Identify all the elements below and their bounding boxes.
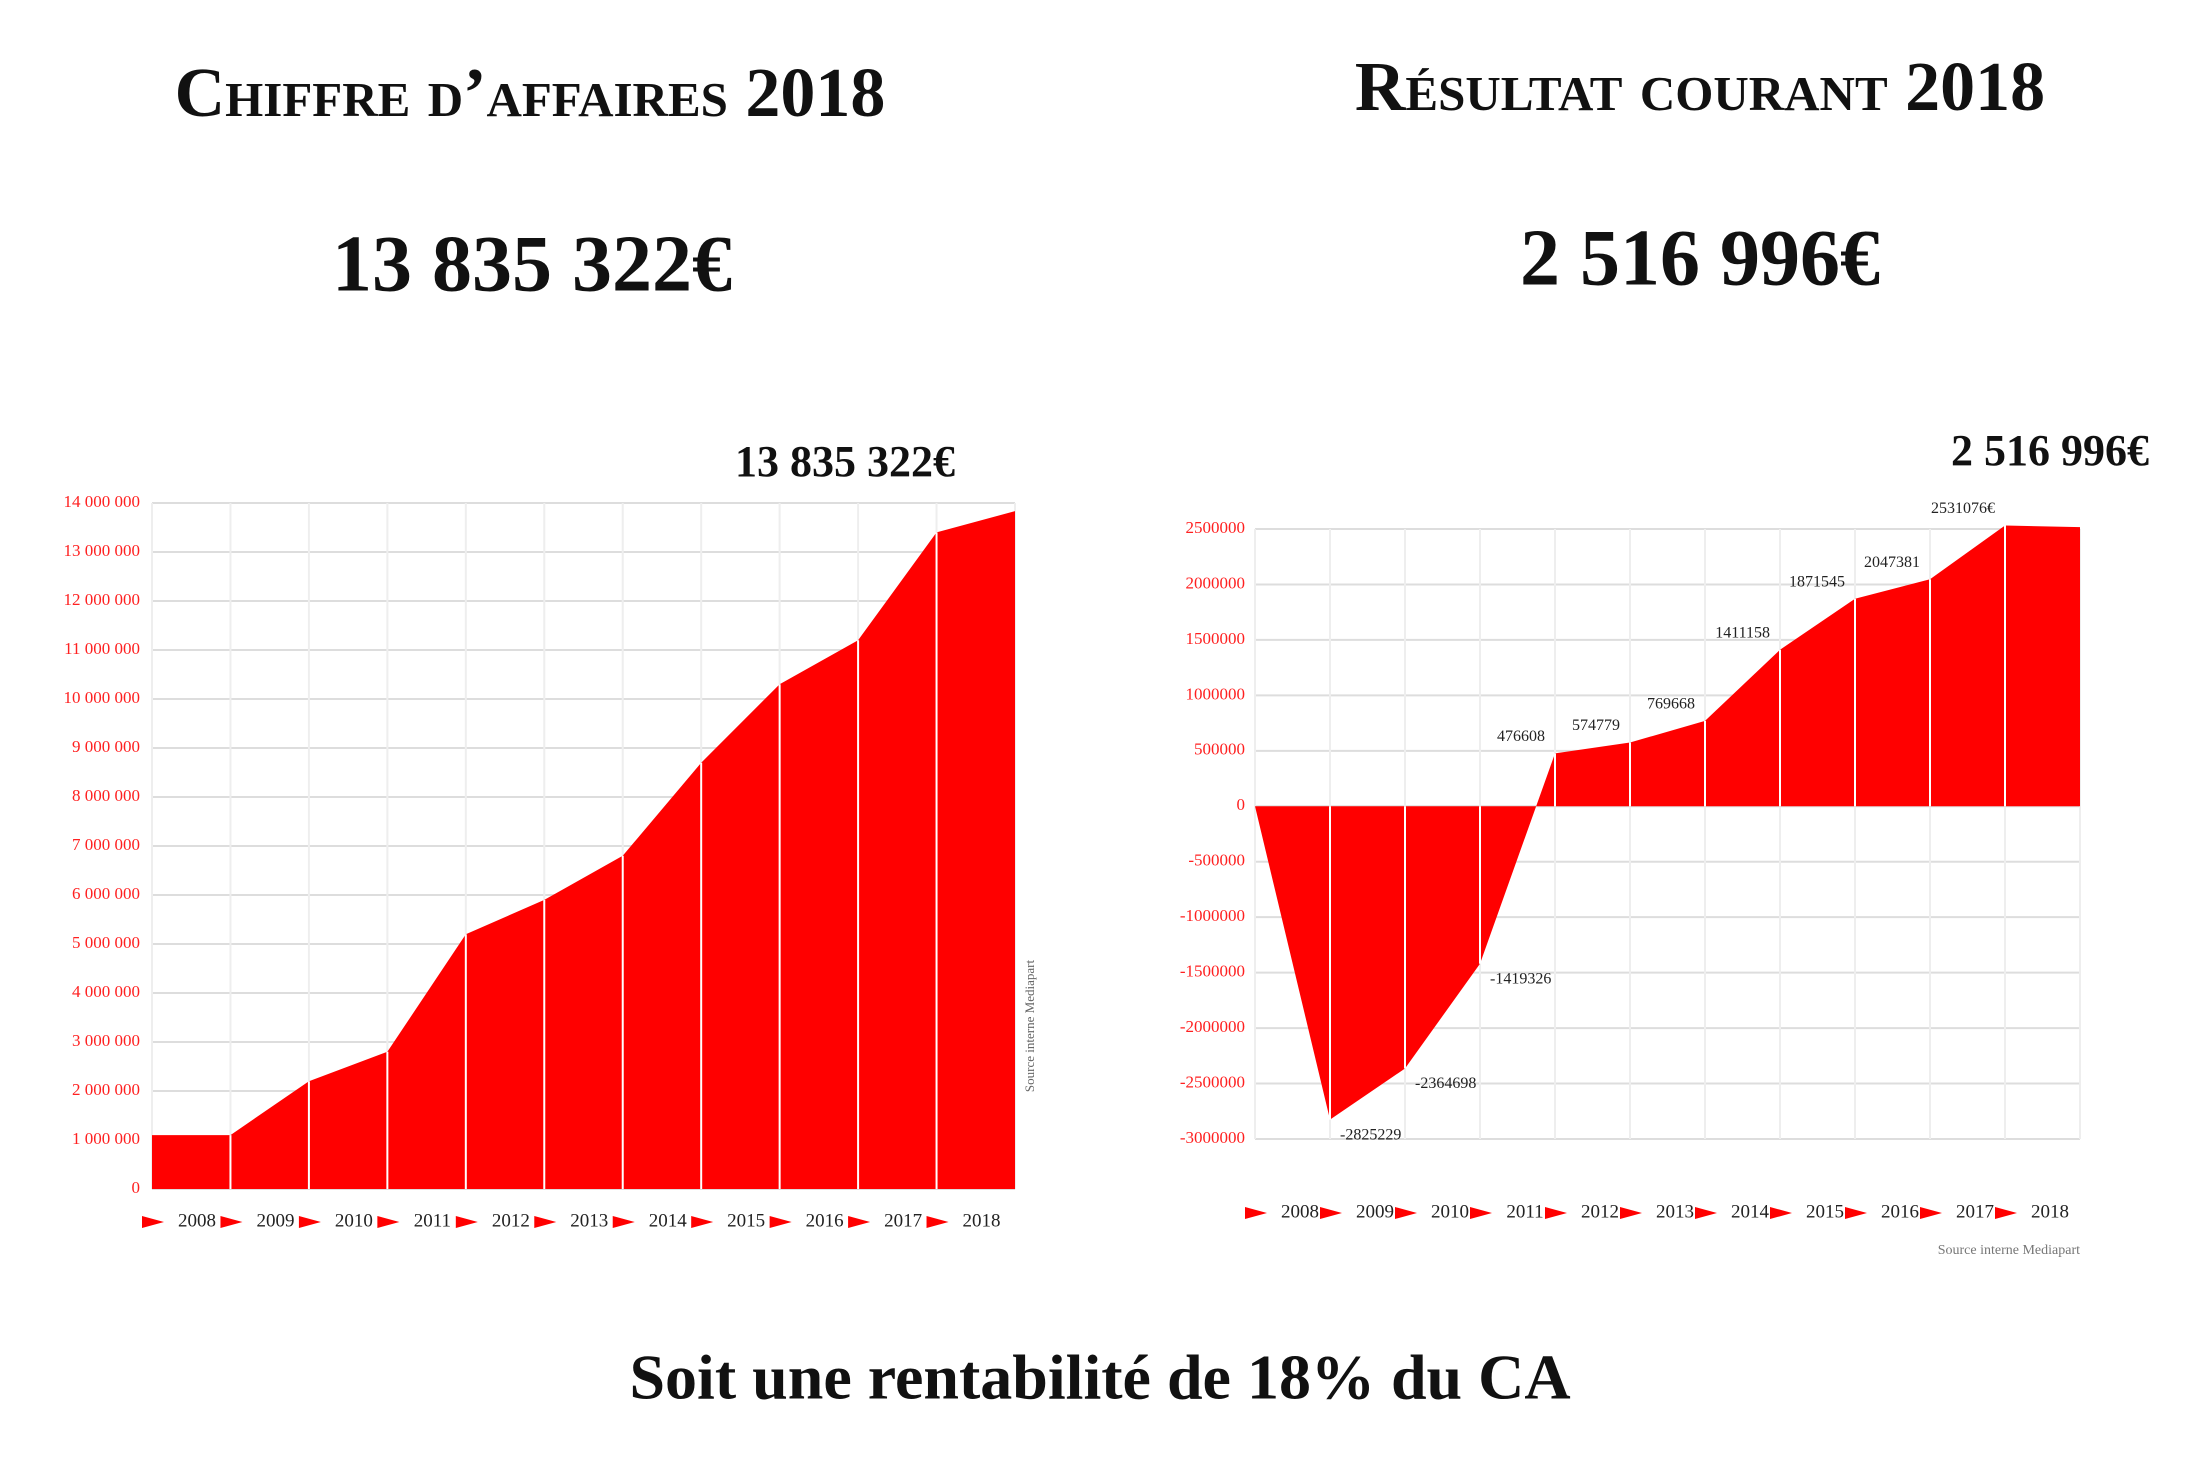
x-tick-label: 2018 [963, 1210, 1001, 1231]
x-tick-label: 2015 [727, 1210, 765, 1231]
y-tick-label: 6 000 000 [72, 884, 140, 903]
panel-title: Résultat courant 2018 [1355, 49, 2045, 126]
value-label: 574779 [1572, 717, 1620, 734]
source: Source interne Mediapart [1938, 1243, 2080, 1258]
y-tick-label: 0 [132, 1178, 141, 1197]
y-tick-label: -2000000 [1180, 1017, 1245, 1036]
y-tick-label: 11 000 000 [64, 639, 140, 658]
area [1255, 525, 2080, 1120]
x-tick-label: 2010 [1431, 1201, 1469, 1222]
value-label: 1411158 [1715, 624, 1770, 641]
x-tick-label: 2012 [492, 1210, 530, 1231]
x-tick-label: 2010 [335, 1210, 373, 1231]
x-tick-label: 2011 [414, 1210, 451, 1231]
y-tick-label: -3000000 [1180, 1128, 1245, 1147]
x-tick-label: 2015 [1806, 1201, 1844, 1222]
value-label: 2531076€ [1931, 500, 1995, 517]
category-arrow [1920, 1207, 1942, 1219]
y-tick-label: 1500000 [1186, 629, 1246, 648]
x-tick-label: 2011 [1506, 1201, 1543, 1222]
category-arrow [1770, 1207, 1792, 1219]
x-tick-label: 2014 [649, 1210, 688, 1231]
x-tick-label: 2018 [2031, 1201, 2069, 1222]
category-arrow [220, 1216, 243, 1228]
category-arrow [298, 1216, 321, 1228]
x-tick-label: 2013 [1656, 1201, 1694, 1222]
category-arrow [1845, 1207, 1867, 1219]
category-arrow [1620, 1207, 1642, 1219]
category-arrow [1395, 1207, 1417, 1219]
y-tick-label: 2000000 [1186, 573, 1246, 592]
x-tick-label: 2008 [1281, 1201, 1319, 1222]
category-arrow [377, 1216, 400, 1228]
category-arrow [691, 1216, 714, 1228]
x-tick-label: 2017 [884, 1210, 922, 1231]
x-tick-label: 2013 [570, 1210, 608, 1231]
y-tick-label: 500000 [1194, 740, 1245, 759]
category-arrow [1470, 1207, 1492, 1219]
category-arrow [1545, 1207, 1567, 1219]
y-tick-label: 2500000 [1186, 518, 1246, 537]
y-tick-label: 10 000 000 [64, 688, 141, 707]
annotation: 13 835 322€ [735, 437, 955, 486]
y-tick-label: -500000 [1188, 851, 1245, 870]
y-tick-label: 13 000 000 [64, 541, 141, 560]
panel-total: 2 516 996€ [1520, 214, 1880, 302]
y-tick-label: 7 000 000 [72, 835, 140, 854]
category-arrow [455, 1216, 478, 1228]
x-tick-label: 2017 [1956, 1201, 1994, 1222]
category-arrow [534, 1216, 557, 1228]
y-tick-label: 2 000 000 [72, 1080, 140, 1099]
area [152, 511, 1015, 1189]
panel-total: 13 835 322€ [332, 220, 732, 308]
annotation: 2 516 996€ [1951, 426, 2149, 475]
category-arrow [769, 1216, 792, 1228]
category-arrow [848, 1216, 871, 1228]
x-tick-label: 2009 [256, 1210, 294, 1231]
x-tick-label: 2009 [1356, 1201, 1394, 1222]
y-tick-label: 12 000 000 [64, 590, 141, 609]
y-tick-label: 14 000 000 [64, 492, 141, 511]
y-tick-label: 4 000 000 [72, 982, 140, 1001]
x-tick-label: 2016 [1881, 1201, 1919, 1222]
value-label: 2047381 [1864, 554, 1920, 571]
value-label: 476608 [1497, 728, 1545, 745]
category-arrow [1695, 1207, 1717, 1219]
y-tick-label: 1000000 [1186, 684, 1246, 703]
value-label: -2825229 [1340, 1126, 1401, 1143]
y-tick-label: 8 000 000 [72, 786, 140, 805]
y-tick-label: -1500000 [1180, 962, 1245, 981]
value-label: -2364698 [1415, 1075, 1476, 1092]
conclusion: Soit une rentabilité de 18% du CA [629, 1342, 1570, 1413]
x-tick-label: 2016 [806, 1210, 844, 1231]
category-arrow [1995, 1207, 2017, 1219]
x-tick-label: 2014 [1731, 1201, 1770, 1222]
value-label: -1419326 [1490, 970, 1551, 987]
value-label: 769668 [1647, 696, 1695, 713]
category-arrow [142, 1216, 164, 1228]
value-label: 1871545 [1789, 573, 1845, 590]
y-tick-label: 3 000 000 [72, 1031, 140, 1050]
y-tick-label: 0 [1237, 795, 1246, 814]
source: Source interne Mediapart [1022, 960, 1037, 1093]
category-arrow [1245, 1207, 1267, 1219]
panel-title: Chiffre d’affaires 2018 [175, 55, 886, 132]
x-tick-label: 2008 [178, 1210, 216, 1231]
x-tick-label: 2012 [1581, 1201, 1619, 1222]
y-tick-label: 5 000 000 [72, 933, 140, 952]
y-tick-label: 1 000 000 [72, 1129, 140, 1148]
y-tick-label: -2500000 [1180, 1072, 1245, 1091]
category-arrow [1320, 1207, 1342, 1219]
y-tick-label: 9 000 000 [72, 737, 140, 756]
y-tick-label: -1000000 [1180, 906, 1245, 925]
category-arrow [926, 1216, 949, 1228]
category-arrow [612, 1216, 635, 1228]
